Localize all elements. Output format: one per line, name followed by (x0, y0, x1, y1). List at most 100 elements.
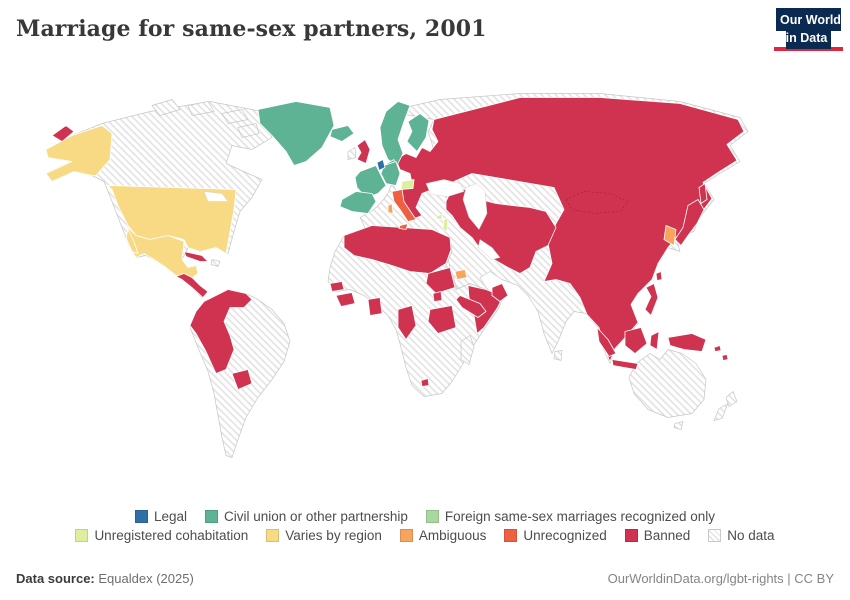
country-solomon-islands-1[interactable] (713, 345, 722, 352)
country-israel[interactable] (442, 217, 449, 232)
country-indonesia-sulawesi[interactable] (649, 331, 660, 350)
region-new-zealand-south[interactable] (713, 403, 729, 421)
country-eritrea[interactable] (454, 269, 468, 280)
country-france-belgium[interactable] (354, 165, 387, 198)
legend-item-unregistered-cohabitation[interactable]: Unregistered cohabitation (75, 528, 248, 543)
country-sudan[interactable] (425, 267, 456, 294)
region-australia[interactable] (628, 349, 707, 418)
data-source-value: Equaldex (2025) (98, 571, 194, 586)
region-africa[interactable] (327, 225, 505, 397)
country-philippines[interactable] (644, 283, 659, 316)
country-oman[interactable] (491, 283, 509, 302)
country-japan[interactable] (674, 199, 705, 246)
no-data-swatch (708, 529, 722, 542)
country-taiwan[interactable] (655, 271, 663, 281)
ambiguous-swatch (399, 529, 413, 542)
legend-label: Foreign same-sex marriages recognized on… (444, 509, 716, 524)
banned-swatch (624, 529, 638, 542)
country-solomon-islands-2[interactable] (721, 354, 729, 361)
country-cyprus[interactable] (435, 214, 444, 220)
country-russia-sakhalin[interactable] (698, 183, 708, 204)
region-andes-colombia-venezuela-ecuador-peru[interactable] (189, 289, 253, 374)
region-tasmania[interactable] (673, 421, 684, 430)
region-arctic-island-4[interactable] (237, 123, 260, 138)
country-new-guinea[interactable] (667, 333, 707, 352)
country-ghana[interactable] (367, 297, 383, 316)
civil-union-swatch (205, 510, 219, 523)
country-mexico[interactable] (127, 227, 199, 280)
owid-logo-line2: in Data (785, 31, 828, 45)
legend-label: Banned (643, 528, 691, 543)
country-paraguay[interactable] (231, 369, 253, 390)
country-hungary[interactable] (400, 179, 415, 190)
country-cameroon[interactable] (397, 305, 417, 340)
country-germany[interactable] (380, 161, 401, 186)
country-indonesia-borneo[interactable] (624, 327, 648, 354)
data-source: Data source: Equaldex (2025) (16, 571, 194, 586)
country-iceland[interactable] (329, 125, 355, 142)
region-arctic-island-3[interactable] (221, 109, 249, 124)
sea-persian-gulf (477, 239, 501, 260)
legal-swatch (134, 510, 148, 523)
world-map[interactable] (0, 88, 850, 506)
sea-caspian (462, 183, 488, 230)
owid-logo-line1: Our World (780, 13, 841, 27)
country-spain-portugal[interactable] (339, 191, 377, 214)
legend-item-foreign-recognized[interactable]: Foreign same-sex marriages recognized on… (425, 509, 716, 524)
sea-black-sea (425, 179, 465, 197)
foreign-recognized-swatch (425, 510, 439, 523)
country-alaska-us[interactable] (45, 125, 113, 182)
region-north-africa-morocco-to-egypt[interactable] (343, 225, 452, 274)
country-senegal[interactable] (329, 281, 345, 292)
region-ireland[interactable] (347, 147, 357, 160)
legend-item-banned[interactable]: Banned (624, 528, 691, 543)
map-legend: Legal Civil union or other partnership F… (0, 509, 850, 547)
legend-label: Varies by region (285, 528, 382, 543)
region-sri-lanka[interactable] (553, 350, 563, 361)
country-south-korea[interactable] (663, 225, 677, 246)
country-yemen[interactable] (455, 295, 487, 318)
region-central-america[interactable] (175, 273, 209, 298)
legend-row-2: Unregistered cohabitation Varies by regi… (0, 528, 850, 543)
country-netherlands[interactable] (376, 159, 386, 171)
country-tanzania[interactable] (427, 305, 457, 334)
legend-item-varies-by-region[interactable]: Varies by region (266, 528, 382, 543)
owid-logo[interactable]: Our World in Data (774, 8, 843, 51)
legend-row-1: Legal Civil union or other partnership F… (0, 509, 850, 524)
page-title: Marriage for same-sex partners, 2001 (16, 16, 487, 42)
legend-item-legal[interactable]: Legal (134, 509, 187, 524)
region-arctic-island-1[interactable] (151, 99, 181, 116)
region-hispaniola[interactable] (210, 259, 221, 267)
country-uganda[interactable] (432, 291, 443, 302)
region-arctic-island-2[interactable] (187, 101, 215, 116)
country-indonesia-sumatra[interactable] (596, 327, 617, 357)
chart-footer: Data source: Equaldex (2025) OurWorldinD… (16, 571, 834, 586)
legend-item-no-data[interactable]: No data (708, 528, 775, 543)
country-russia-chukotka-tip[interactable] (51, 125, 75, 142)
world-map-svg (45, 93, 749, 458)
country-finland[interactable] (406, 113, 430, 152)
region-madagascar[interactable] (460, 335, 475, 365)
country-lesotho[interactable] (420, 378, 430, 387)
country-italy-sicily[interactable] (398, 223, 409, 230)
country-sardinia[interactable] (387, 203, 394, 214)
owid-url-license-link[interactable]: OurWorldinData.org/lgbt-rights | CC BY (607, 571, 834, 586)
country-united-kingdom[interactable] (356, 139, 371, 164)
country-norway-sweden[interactable] (379, 101, 411, 166)
legend-label: Civil union or other partnership (224, 509, 408, 524)
legend-label: No data (727, 528, 775, 543)
owid-logo-text: Our World in Data (776, 8, 841, 49)
legend-item-civil-union[interactable]: Civil union or other partnership (205, 509, 408, 524)
country-cuba[interactable] (183, 251, 209, 262)
country-indonesia-java[interactable] (611, 359, 639, 370)
unregistered-cohabitation-swatch (75, 529, 89, 542)
country-italy[interactable] (391, 189, 417, 222)
legend-item-ambiguous[interactable]: Ambiguous (399, 528, 487, 543)
legend-label: Ambiguous (418, 528, 487, 543)
country-mexico-baja[interactable] (125, 229, 139, 254)
legend-item-unrecognized[interactable]: Unrecognized (504, 528, 607, 543)
owid-logo-accent-bar (774, 47, 843, 51)
country-guinea[interactable] (335, 292, 356, 307)
country-greenland[interactable] (257, 101, 335, 166)
